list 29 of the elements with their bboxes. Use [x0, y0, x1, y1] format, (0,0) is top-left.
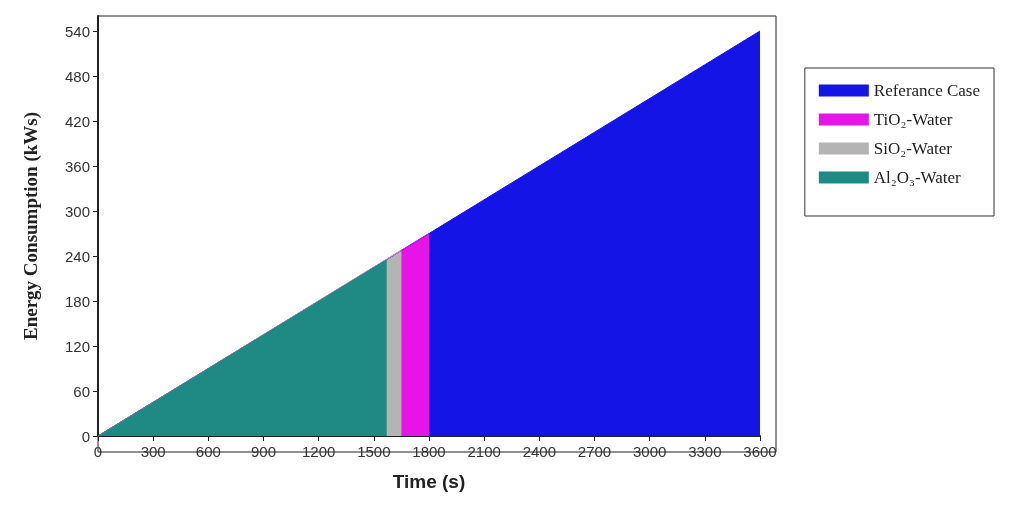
- y-axis-title: Energy Consumption (kWs): [20, 111, 42, 341]
- legend-label: Al₂O₃-Water: [873, 168, 962, 187]
- y-tick-label: 420: [64, 112, 90, 130]
- x-tick-label: 1200: [301, 443, 336, 460]
- x-tick-label: 0: [93, 443, 103, 460]
- x-tick-label: 3000: [632, 443, 667, 460]
- y-tick-label: 540: [64, 22, 90, 40]
- y-tick-label: 480: [64, 67, 90, 85]
- y-tick-label: 180: [64, 292, 90, 310]
- x-tick-label: 2100: [467, 443, 501, 460]
- y-tick-label: 60: [73, 382, 90, 400]
- y-tick-label: 360: [64, 157, 90, 175]
- x-tick-label: 1500: [357, 443, 391, 460]
- x-tick-label: 2700: [577, 443, 612, 460]
- x-tick-label: 900: [250, 443, 277, 460]
- x-tick-label: 2400: [522, 443, 557, 460]
- y-tick-label: 120: [64, 337, 90, 355]
- legend-label: TiO₂-Water: [873, 110, 953, 129]
- x-axis-title: Time (s): [392, 471, 466, 492]
- x-tick-label: 3600: [743, 443, 777, 460]
- legend-label: SiO₂-Water: [873, 139, 953, 158]
- x-tick-label: 1800: [412, 443, 446, 460]
- x-tick-label: 3300: [688, 443, 722, 460]
- legend-label: Referance Case: [873, 81, 980, 100]
- x-tick-label: 600: [195, 443, 221, 460]
- y-tick-label: 0: [81, 427, 90, 445]
- x-tick-label: 300: [140, 443, 166, 460]
- y-tick-label: 240: [64, 247, 90, 265]
- y-tick-label: 300: [64, 202, 90, 220]
